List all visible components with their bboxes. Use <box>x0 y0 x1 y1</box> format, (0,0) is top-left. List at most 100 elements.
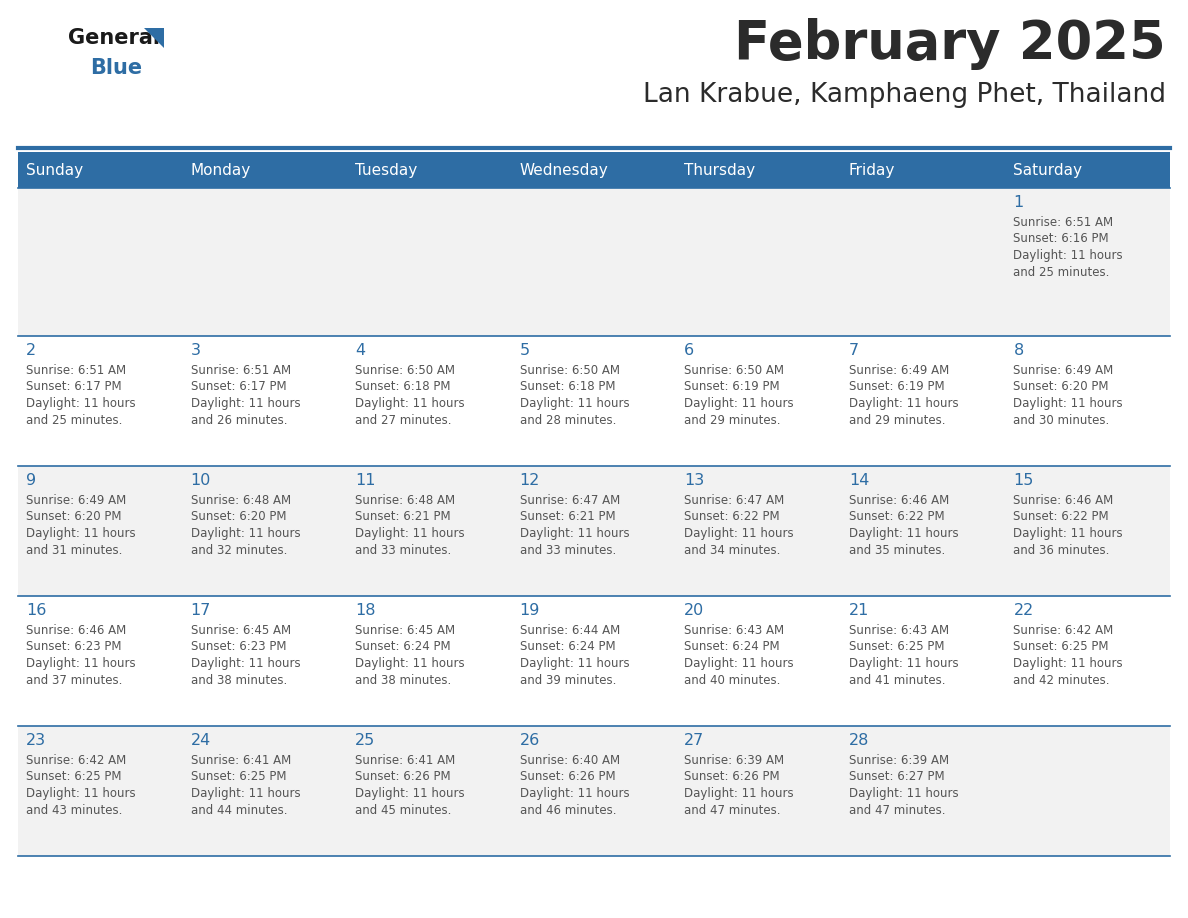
Text: Daylight: 11 hours: Daylight: 11 hours <box>684 787 794 800</box>
Text: and 40 minutes.: and 40 minutes. <box>684 674 781 687</box>
Text: Sunset: 6:20 PM: Sunset: 6:20 PM <box>1013 380 1108 394</box>
Text: and 44 minutes.: and 44 minutes. <box>190 803 287 816</box>
Text: 27: 27 <box>684 733 704 748</box>
Text: Tuesday: Tuesday <box>355 162 417 177</box>
Text: 7: 7 <box>849 343 859 358</box>
Text: Sunset: 6:24 PM: Sunset: 6:24 PM <box>519 641 615 654</box>
Text: Sunset: 6:25 PM: Sunset: 6:25 PM <box>849 641 944 654</box>
Text: Sunset: 6:20 PM: Sunset: 6:20 PM <box>190 510 286 523</box>
Text: Sunrise: 6:46 AM: Sunrise: 6:46 AM <box>26 624 126 637</box>
Text: 13: 13 <box>684 473 704 488</box>
Text: Sunrise: 6:49 AM: Sunrise: 6:49 AM <box>849 364 949 377</box>
Text: 28: 28 <box>849 733 870 748</box>
Text: Daylight: 11 hours: Daylight: 11 hours <box>849 657 959 670</box>
Text: Sunday: Sunday <box>26 162 83 177</box>
Text: and 33 minutes.: and 33 minutes. <box>519 543 615 556</box>
Text: Sunrise: 6:51 AM: Sunrise: 6:51 AM <box>26 364 126 377</box>
Text: 1: 1 <box>1013 195 1024 210</box>
Text: Sunrise: 6:48 AM: Sunrise: 6:48 AM <box>190 494 291 507</box>
Text: Wednesday: Wednesday <box>519 162 608 177</box>
Text: Sunset: 6:26 PM: Sunset: 6:26 PM <box>684 770 779 783</box>
Text: Sunset: 6:22 PM: Sunset: 6:22 PM <box>849 510 944 523</box>
Text: and 30 minutes.: and 30 minutes. <box>1013 413 1110 427</box>
Text: 9: 9 <box>26 473 36 488</box>
Text: Daylight: 11 hours: Daylight: 11 hours <box>849 787 959 800</box>
Text: Sunrise: 6:46 AM: Sunrise: 6:46 AM <box>849 494 949 507</box>
Text: Sunrise: 6:49 AM: Sunrise: 6:49 AM <box>1013 364 1113 377</box>
Text: Sunrise: 6:49 AM: Sunrise: 6:49 AM <box>26 494 126 507</box>
Text: Daylight: 11 hours: Daylight: 11 hours <box>26 657 135 670</box>
Text: and 25 minutes.: and 25 minutes. <box>26 413 122 427</box>
Text: Sunrise: 6:46 AM: Sunrise: 6:46 AM <box>1013 494 1113 507</box>
Text: Sunset: 6:20 PM: Sunset: 6:20 PM <box>26 510 121 523</box>
Text: Daylight: 11 hours: Daylight: 11 hours <box>849 527 959 540</box>
Text: 2: 2 <box>26 343 36 358</box>
Text: Daylight: 11 hours: Daylight: 11 hours <box>849 397 959 410</box>
Text: General: General <box>68 28 160 48</box>
Text: Daylight: 11 hours: Daylight: 11 hours <box>519 397 630 410</box>
Text: Sunset: 6:17 PM: Sunset: 6:17 PM <box>26 380 121 394</box>
Text: 14: 14 <box>849 473 870 488</box>
Text: Sunrise: 6:40 AM: Sunrise: 6:40 AM <box>519 754 620 767</box>
Text: 8: 8 <box>1013 343 1024 358</box>
Text: Sunrise: 6:50 AM: Sunrise: 6:50 AM <box>519 364 620 377</box>
Text: 24: 24 <box>190 733 210 748</box>
Bar <box>18 188 1170 336</box>
Text: 12: 12 <box>519 473 541 488</box>
Text: and 33 minutes.: and 33 minutes. <box>355 543 451 556</box>
Text: Sunrise: 6:39 AM: Sunrise: 6:39 AM <box>684 754 784 767</box>
Text: 21: 21 <box>849 603 870 618</box>
Text: Daylight: 11 hours: Daylight: 11 hours <box>190 527 301 540</box>
Polygon shape <box>144 28 164 48</box>
Text: Blue: Blue <box>90 58 143 78</box>
Text: Daylight: 11 hours: Daylight: 11 hours <box>684 397 794 410</box>
Text: Sunset: 6:23 PM: Sunset: 6:23 PM <box>26 641 121 654</box>
Text: Sunset: 6:19 PM: Sunset: 6:19 PM <box>684 380 779 394</box>
Text: and 28 minutes.: and 28 minutes. <box>519 413 617 427</box>
Text: Thursday: Thursday <box>684 162 756 177</box>
Text: Sunset: 6:23 PM: Sunset: 6:23 PM <box>190 641 286 654</box>
Text: Sunrise: 6:45 AM: Sunrise: 6:45 AM <box>190 624 291 637</box>
Text: Sunrise: 6:47 AM: Sunrise: 6:47 AM <box>684 494 784 507</box>
Text: 3: 3 <box>190 343 201 358</box>
Text: and 42 minutes.: and 42 minutes. <box>1013 674 1110 687</box>
Text: Sunset: 6:22 PM: Sunset: 6:22 PM <box>684 510 779 523</box>
Text: and 37 minutes.: and 37 minutes. <box>26 674 122 687</box>
Text: Daylight: 11 hours: Daylight: 11 hours <box>26 397 135 410</box>
Text: Sunrise: 6:43 AM: Sunrise: 6:43 AM <box>684 624 784 637</box>
Text: 23: 23 <box>26 733 46 748</box>
Text: Sunset: 6:17 PM: Sunset: 6:17 PM <box>190 380 286 394</box>
Text: Daylight: 11 hours: Daylight: 11 hours <box>684 657 794 670</box>
Text: Sunrise: 6:51 AM: Sunrise: 6:51 AM <box>190 364 291 377</box>
Text: February 2025: February 2025 <box>734 18 1165 70</box>
Text: Daylight: 11 hours: Daylight: 11 hours <box>1013 527 1123 540</box>
Text: Daylight: 11 hours: Daylight: 11 hours <box>1013 657 1123 670</box>
Text: Monday: Monday <box>190 162 251 177</box>
Text: 26: 26 <box>519 733 541 748</box>
Text: 25: 25 <box>355 733 375 748</box>
Text: Sunset: 6:16 PM: Sunset: 6:16 PM <box>1013 232 1110 245</box>
Text: 15: 15 <box>1013 473 1034 488</box>
Text: Sunset: 6:22 PM: Sunset: 6:22 PM <box>1013 510 1110 523</box>
Text: Sunrise: 6:50 AM: Sunrise: 6:50 AM <box>684 364 784 377</box>
Text: and 29 minutes.: and 29 minutes. <box>684 413 781 427</box>
Text: Sunset: 6:18 PM: Sunset: 6:18 PM <box>519 380 615 394</box>
Text: Sunset: 6:19 PM: Sunset: 6:19 PM <box>849 380 944 394</box>
Text: Daylight: 11 hours: Daylight: 11 hours <box>190 787 301 800</box>
Text: Daylight: 11 hours: Daylight: 11 hours <box>355 397 465 410</box>
Text: Sunset: 6:21 PM: Sunset: 6:21 PM <box>355 510 450 523</box>
Text: and 34 minutes.: and 34 minutes. <box>684 543 781 556</box>
Text: Sunset: 6:25 PM: Sunset: 6:25 PM <box>190 770 286 783</box>
Text: Daylight: 11 hours: Daylight: 11 hours <box>190 397 301 410</box>
Text: Daylight: 11 hours: Daylight: 11 hours <box>519 787 630 800</box>
Text: 20: 20 <box>684 603 704 618</box>
Text: Sunrise: 6:42 AM: Sunrise: 6:42 AM <box>26 754 126 767</box>
Bar <box>18 152 1170 188</box>
Bar <box>18 596 1170 726</box>
Text: and 36 minutes.: and 36 minutes. <box>1013 543 1110 556</box>
Text: and 25 minutes.: and 25 minutes. <box>1013 265 1110 278</box>
Text: and 29 minutes.: and 29 minutes. <box>849 413 946 427</box>
Text: and 38 minutes.: and 38 minutes. <box>190 674 286 687</box>
Text: 10: 10 <box>190 473 211 488</box>
Text: and 46 minutes.: and 46 minutes. <box>519 803 617 816</box>
